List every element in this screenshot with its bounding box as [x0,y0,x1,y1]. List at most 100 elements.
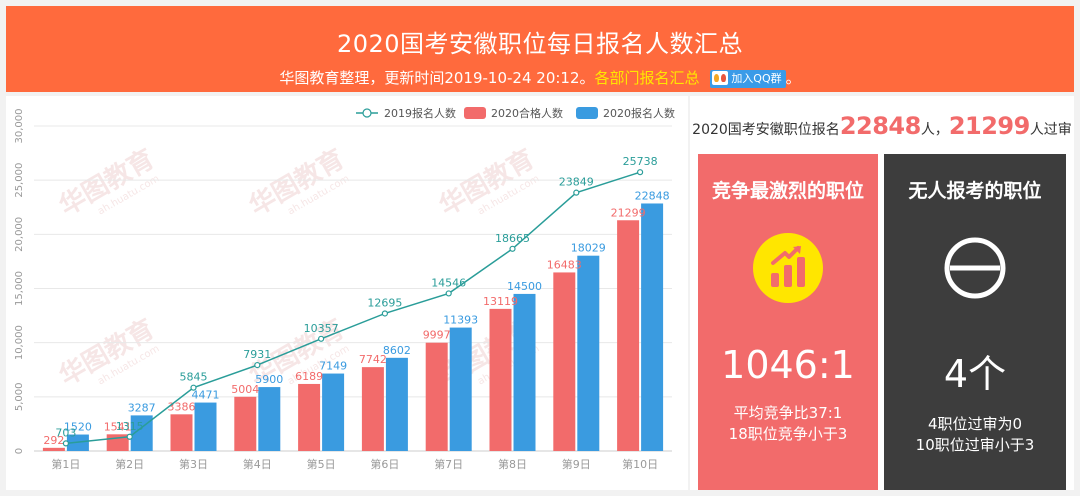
y-tick-label: 15,000 [14,271,25,306]
y-tick-label: 20,000 [14,217,25,252]
data-label-2019-applicants: 25738 [623,155,658,168]
qq-icon [712,70,729,85]
bar-2020-qualified [617,220,640,451]
x-tick-label: 第9日 [562,457,591,471]
bar-2020-qualified [553,272,576,451]
legend-label-qualified: 2020合格人数 [491,106,563,120]
data-label-2019-applicants: 18665 [495,232,530,245]
summary-prefix: 2020国考安徽职位报名 [692,122,840,138]
data-label-2020-registered: 14500 [507,280,542,293]
bar-2020-registered [641,203,664,451]
bar-2020-registered [449,327,472,451]
competition-notes: 平均竞争比37:1 18职位竞争小于3 [698,403,878,445]
bar-2020-registered [258,387,281,451]
data-label-2020-qualified: 16483 [547,258,582,271]
y-tick-label: 5,000 [14,383,25,412]
data-label-2020-registered: 11393 [443,314,478,327]
data-label-2020-registered: 4471 [192,389,220,402]
x-tick-label: 第5日 [307,457,336,471]
data-label-2020-registered: 18029 [571,242,606,255]
join-qq-group-button[interactable]: 加入QQ群 [710,69,786,88]
bar-2020-registered [322,373,345,451]
data-label-2020-registered: 1520 [64,421,92,434]
summary-suffix: 人过审 [1029,122,1072,138]
point-2019-applicants [126,433,133,440]
bar-2020-qualified [425,342,448,451]
data-label-2020-qualified: 5004 [231,383,259,396]
x-tick-label: 第1日 [51,457,80,471]
most-competitive-card: 竞争最激烈的职位 1046:1 平均竞争比37:1 18职位竞争小于3 [698,154,878,490]
applicant-summary: 2020国考安徽职位报名22848人，21299人过审 [690,112,1074,140]
data-label-2019-applicants: 7931 [243,348,271,361]
data-label-2020-registered: 3287 [128,401,156,414]
page-title: 2020国考安徽职位每日报名人数汇总 [336,30,744,58]
header-banner: 2020国考安徽职位每日报名人数汇总 华图教育整理，更新时间2019-10-24… [6,6,1074,92]
data-label-2020-qualified: 13119 [483,295,518,308]
point-2019-applicants [381,310,388,317]
applicant-count: 22848 [839,112,922,140]
data-label-2020-registered: 22848 [635,189,670,202]
data-label-2020-registered: 5900 [255,373,283,386]
point-2019-applicants [573,189,580,196]
x-tick-label: 第7日 [434,457,463,471]
point-2019-applicants [509,245,516,252]
data-label-2020-qualified: 3386 [168,400,196,413]
data-label-2020-qualified: 9997 [423,329,451,342]
data-label-2020-qualified: 7742 [359,353,387,366]
data-label-2019-applicants: 14546 [431,276,466,289]
point-2019-applicants [254,361,261,369]
point-2019-applicants [636,169,644,176]
data-label-2019-applicants: 703 [55,426,76,439]
data-label-2019-applicants: 23849 [559,176,594,189]
bar-2020-qualified [234,396,257,451]
join-qq-group-label: 加入QQ群 [731,71,782,85]
legend-label-registered: 2020报名人数 [603,106,675,120]
bar-2020-registered [385,357,408,451]
bar-2020-registered [194,402,217,451]
x-tick-label: 第4日 [243,457,272,471]
x-tick-label: 第2日 [115,457,144,471]
data-label-2020-qualified: 1541 [104,420,132,433]
legend-swatch-registered [576,107,598,119]
few-approved-note: 10职位过审小于3 [915,436,1035,454]
point-2019-applicants [445,290,452,297]
bar-2020-qualified [170,414,193,451]
data-label-2020-registered: 7149 [319,360,347,373]
department-summary-link[interactable]: 各部门报名汇总 [594,69,700,87]
average-ratio-note: 平均竞争比37:1 [733,404,843,422]
data-label-2019-applicants: 10357 [304,322,339,335]
stats-panel: 2020国考安徽职位报名22848人，21299人过审 竞争最激烈的职位 104… [690,96,1074,490]
no-applicant-count: 4个 [943,352,1007,396]
zero-approved-note: 4职位过审为0 [927,415,1023,433]
bar-2020-registered [577,255,600,451]
y-tick-label: 10,000 [14,325,25,360]
approved-count: 21299 [948,112,1031,140]
low-competition-note: 18职位竞争小于3 [728,425,848,443]
data-label-2019-applicants: 1315 [116,420,144,433]
no-applicant-notes: 4职位过审为0 10职位过审小于3 [884,414,1066,456]
bar-2020-registered [130,415,153,451]
no-applicant-title: 无人报考的职位 [908,180,1042,202]
update-info: 华图教育整理，更新时间2019-10-24 20:12。 [279,69,595,87]
data-label-2020-qualified: 6189 [295,370,323,383]
bar-2020-qualified [42,447,65,451]
legend-swatch-qualified [464,107,486,119]
x-tick-label: 第10日 [622,457,658,471]
summary-mid: 人， [920,122,949,138]
no-applicant-card: 无人报考的职位 4个 4职位过审为0 10职位过审小于3 [884,154,1066,490]
data-label-2019-applicants: 12695 [367,296,402,309]
most-competitive-title: 竞争最激烈的职位 [711,180,864,202]
point-2019-applicants [62,440,70,447]
subtitle-end: 。 [785,69,801,87]
bar-2020-qualified [489,308,512,451]
chart-panel: 华图教育 ah.huatu.com 华图教育 ah.huatu.com 华图教育 ah.h… [6,96,688,490]
data-label-2020-registered: 8602 [383,344,411,357]
bar-chart-growth-icon [753,233,823,303]
y-tick-label: 30,000 [14,109,25,144]
y-tick-label: 0 [14,448,25,454]
data-label-2020-qualified: 21299 [611,206,646,219]
